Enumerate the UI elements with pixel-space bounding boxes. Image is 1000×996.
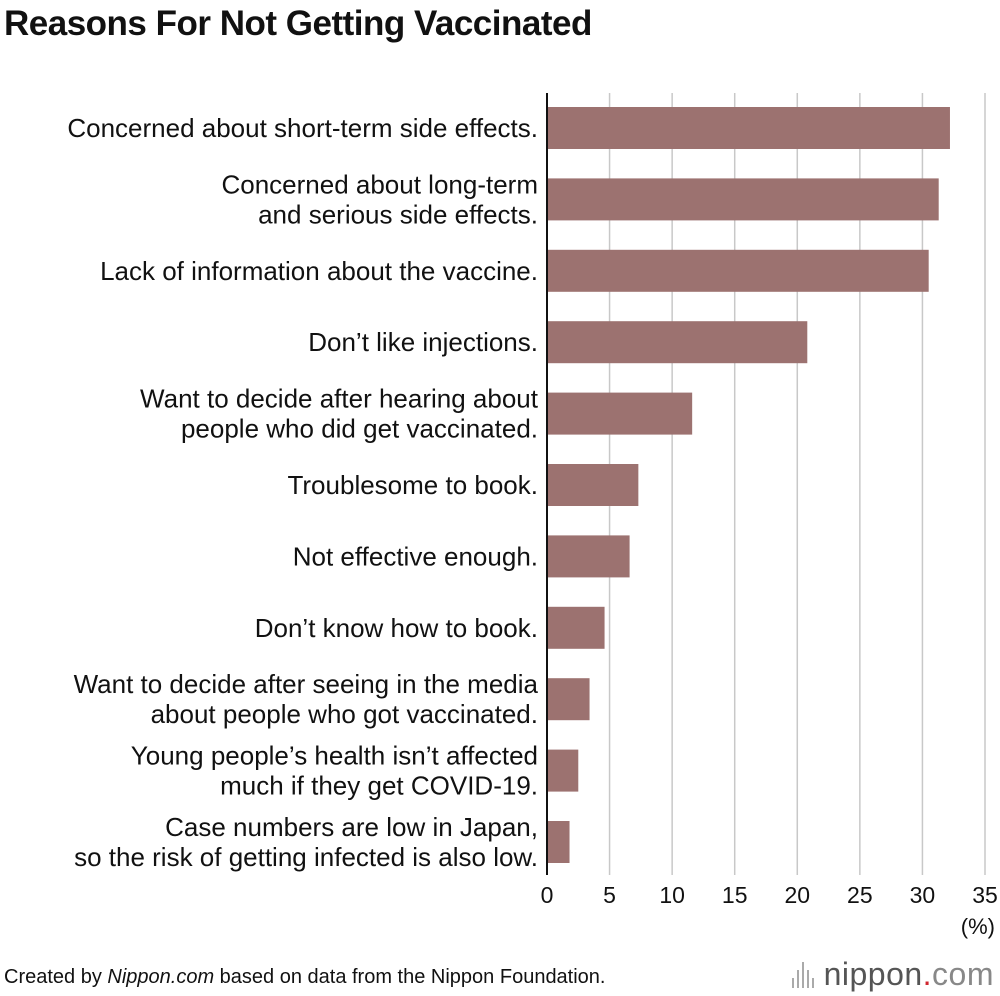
bar <box>547 678 590 721</box>
source-note: Created by Nippon.com based on data from… <box>4 966 606 989</box>
category-label: much if they get COVID-19. <box>220 771 538 801</box>
category-label: and serious side effects. <box>258 199 538 229</box>
chart-title: Reasons For Not Getting Vaccinated <box>4 4 592 43</box>
unit-label: (%) <box>961 914 995 939</box>
brand-dot: . <box>922 956 933 992</box>
x-tick-label: 30 <box>910 882 936 908</box>
bar <box>547 606 605 649</box>
category-label: Don’t like injections. <box>308 327 538 357</box>
x-tick-label: 0 <box>541 882 554 908</box>
category-label: Young people’s health isn’t affected <box>131 741 538 771</box>
category-label: Case numbers are low in Japan, <box>165 812 538 842</box>
bar <box>547 178 939 221</box>
category-label: Troublesome to book. <box>287 470 538 500</box>
category-label: Don’t know how to book. <box>255 613 538 643</box>
category-label: Not effective enough. <box>293 541 538 571</box>
brand-name-suf: com <box>932 956 994 992</box>
category-label: so the risk of getting infected is also … <box>74 842 538 872</box>
bar <box>547 249 929 292</box>
category-label: Lack of information about the vaccine. <box>100 256 538 286</box>
x-tick-label: 20 <box>784 882 810 908</box>
bar <box>547 321 808 364</box>
brand-name-pre: nippon <box>823 956 923 992</box>
x-tick-label: 15 <box>722 882 748 908</box>
soundwave-icon <box>791 961 814 988</box>
source-suffix: based on data from the Nippon Foundation… <box>214 966 606 988</box>
x-tick-label: 35 <box>972 882 998 908</box>
source-name: Nippon.com <box>107 966 215 988</box>
x-tick-label: 10 <box>659 882 685 908</box>
bar <box>547 392 693 435</box>
bar <box>547 749 579 792</box>
brand-logo: nippon.com <box>791 956 994 993</box>
x-tick-label: 5 <box>603 882 616 908</box>
bar <box>547 464 639 506</box>
category-label: people who did get vaccinated. <box>181 414 538 444</box>
bar <box>547 821 570 863</box>
x-tick-label: 25 <box>847 882 873 908</box>
bar <box>547 535 630 578</box>
bar-chart: Concerned about short-term side effects.… <box>67 93 998 939</box>
category-label: Want to decide after seeing in the media <box>74 669 539 699</box>
category-label: Want to decide after hearing about <box>140 384 539 414</box>
category-label: about people who got vaccinated. <box>151 699 538 729</box>
source-prefix: Created by <box>4 966 108 988</box>
category-label: Concerned about short-term side effects. <box>67 113 538 143</box>
bar <box>547 107 950 149</box>
category-label: Concerned about long-term <box>221 169 538 199</box>
